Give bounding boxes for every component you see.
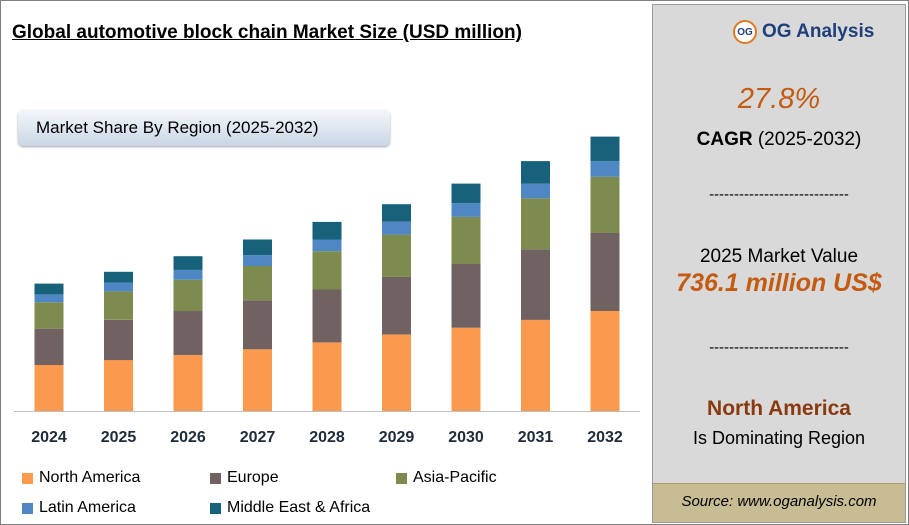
bar-middle-east-africa-2027 — [243, 239, 272, 256]
x-tick-label-2029: 2029 — [379, 429, 415, 446]
x-tick-label-2031: 2031 — [518, 429, 554, 446]
bar-latin-america-2032 — [590, 161, 620, 177]
bar-asia-pacific-2025 — [104, 291, 133, 320]
bar-latin-america-2024 — [34, 294, 64, 303]
bar-latin-america-2025 — [104, 282, 133, 292]
x-tick-label-2027: 2027 — [240, 429, 276, 446]
bar-middle-east-africa-2030 — [451, 183, 481, 204]
bar-middle-east-africa-2028 — [312, 221, 342, 240]
bar-north-america-2031 — [521, 319, 550, 411]
source-text: Source: www.oganalysis.com — [681, 493, 877, 510]
bar-asia-pacific-2029 — [382, 234, 411, 277]
source-bar: Source: www.oganalysis.com — [653, 483, 905, 522]
bar-europe-2031 — [521, 249, 550, 320]
bar-middle-east-africa-2032 — [590, 136, 620, 162]
bar-europe-2024 — [34, 328, 64, 365]
chart-subtitle: Market Share By Region (2025-2032) — [36, 118, 319, 137]
bar-latin-america-2030 — [451, 203, 481, 217]
cagr-label: CAGR (2025-2032) — [653, 129, 905, 151]
bar-middle-east-africa-2025 — [104, 271, 133, 283]
bar-asia-pacific-2031 — [521, 198, 550, 250]
bar-north-america-2032 — [590, 311, 620, 411]
cagr-label-text: CAGR — [696, 129, 753, 150]
og-logo-icon: OG — [733, 20, 757, 44]
divider-2: ---------------------------- — [709, 339, 849, 356]
bar-asia-pacific-2032 — [590, 176, 620, 233]
x-tick-label-2030: 2030 — [448, 429, 484, 446]
market-value: 736.1 million US$ — [676, 269, 882, 297]
bar-north-america-2025 — [104, 360, 133, 411]
bar-latin-america-2027 — [243, 255, 272, 266]
bar-asia-pacific-2026 — [173, 279, 203, 312]
bar-north-america-2030 — [451, 327, 481, 411]
dominating-region-label: Is Dominating Region — [692, 428, 866, 448]
bar-europe-2025 — [104, 319, 133, 361]
bar-europe-2030 — [451, 264, 481, 328]
x-tick-label-2024: 2024 — [31, 429, 67, 446]
chart-subtitle-box: Market Share By Region (2025-2032) — [18, 110, 390, 146]
bar-north-america-2026 — [173, 355, 203, 411]
og-analysis-logo: OG OG Analysis — [733, 20, 874, 44]
bar-latin-america-2029 — [382, 221, 411, 235]
bar-latin-america-2028 — [312, 239, 342, 252]
bar-europe-2029 — [382, 276, 411, 335]
bar-middle-east-africa-2024 — [34, 283, 64, 295]
bar-europe-2026 — [173, 311, 203, 356]
bar-latin-america-2031 — [521, 183, 550, 199]
bar-middle-east-africa-2031 — [521, 161, 550, 184]
dominating-region: North America — [707, 397, 851, 420]
bar-asia-pacific-2024 — [34, 302, 64, 329]
bar-europe-2027 — [243, 300, 272, 350]
summary-panel: OG OG Analysis 27.8% CAGR (2025-2032) --… — [652, 4, 906, 523]
x-tick-label-2032: 2032 — [587, 429, 623, 446]
bar-asia-pacific-2030 — [451, 217, 481, 264]
stacked-bar-chart: 2024 2025 2026 2027 2028 2029 2030 2031 2032 — [14, 136, 640, 446]
bar-europe-2028 — [312, 289, 342, 343]
bar-latin-america-2026 — [173, 269, 203, 280]
logo-text: OG Analysis — [762, 21, 875, 42]
bar-north-america-2024 — [34, 364, 64, 411]
market-value-label: 2025 Market Value — [699, 246, 859, 267]
bar-north-america-2027 — [243, 349, 272, 411]
x-tick-label-2025: 2025 — [101, 429, 137, 446]
bar-asia-pacific-2028 — [312, 251, 342, 290]
x-tick-label-2026: 2026 — [170, 429, 206, 446]
x-tick-label-2028: 2028 — [309, 429, 345, 446]
bar-middle-east-africa-2029 — [382, 204, 411, 222]
bar-middle-east-africa-2026 — [173, 256, 203, 270]
chart-title: Global automotive block chain Market Siz… — [12, 22, 522, 43]
cagr-value: 27.8% — [737, 83, 821, 115]
divider-1: ---------------------------- — [709, 186, 849, 203]
bar-north-america-2029 — [382, 334, 411, 411]
bar-asia-pacific-2027 — [243, 266, 272, 301]
cagr-period: (2025-2032) — [752, 129, 862, 150]
bar-europe-2032 — [590, 232, 620, 311]
bar-north-america-2028 — [312, 342, 342, 411]
